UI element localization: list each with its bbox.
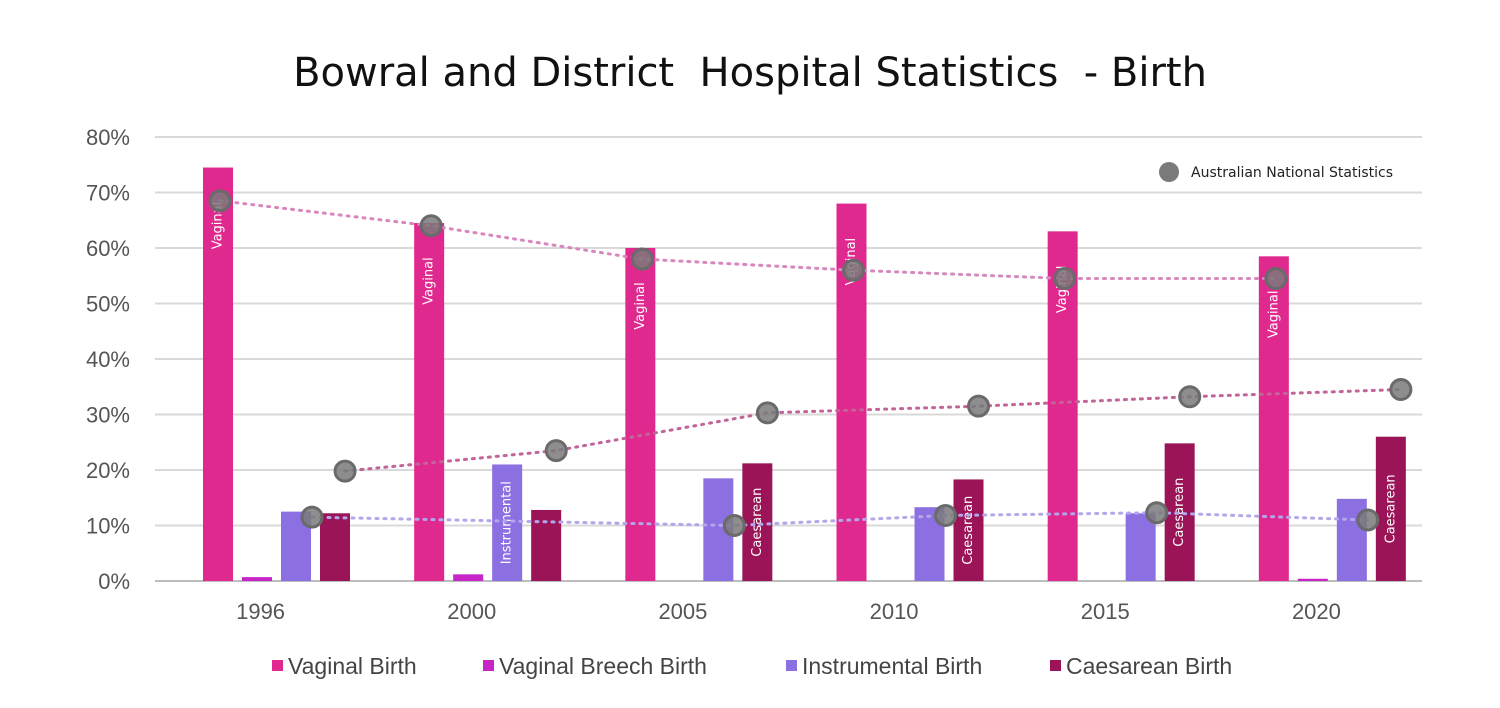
x-tick-label: 2000 [447,599,496,624]
bar [414,223,445,581]
bar [742,463,773,581]
legend-label: Instrumental Birth [802,653,982,679]
bar [1297,578,1328,581]
bar-labels: VaginalVaginalVaginalVaginalVaginalVagin… [211,202,1399,565]
legend-swatch [272,660,283,671]
x-tick-label: 1996 [236,599,285,624]
bar [625,248,656,581]
bar [1375,436,1406,581]
bar [953,479,984,581]
trend-line [343,388,1403,473]
y-tick-label: 20% [86,458,130,483]
bar-label: Caesarean [961,496,976,565]
national-marker [1053,267,1077,291]
national-marker [208,189,232,213]
national-marker [755,401,779,425]
national-legend-marker [1159,162,1179,182]
x-tick-label: 2010 [870,599,919,624]
bar [453,574,484,581]
y-tick-label: 70% [86,181,130,206]
national-marker [1178,385,1202,409]
bar [492,464,523,581]
bar-label: Vaginal [1266,291,1281,339]
legend-label: Vaginal Birth [288,653,417,679]
national-marker [300,505,324,529]
national-markers [208,189,1413,537]
y-tick-label: 30% [86,403,130,428]
trend-line [218,199,1278,280]
national-marker [333,459,357,483]
bar-label: Vaginal [633,282,648,330]
legend-label: Caesarean Birth [1066,653,1232,679]
bar [320,513,350,581]
national-marker [1145,501,1169,525]
x-tick-label: 2020 [1292,599,1341,624]
national-marker [934,504,957,528]
gridlines [155,136,1422,582]
legend-swatch [483,660,494,671]
bar [1258,256,1289,581]
national-statistics-legend: Australian National Statistics [1159,162,1393,182]
x-tick-label: 2015 [1081,599,1130,624]
national-trend-lines [218,199,1403,528]
national-marker [544,439,568,463]
legend-swatch [786,660,797,671]
national-marker [967,394,991,418]
legend-swatch [1050,660,1061,671]
national-marker [1264,267,1288,291]
bar [203,167,233,581]
national-marker [630,247,654,271]
legend-label: Vaginal Breech Birth [499,653,707,679]
y-tick-label: 40% [86,347,130,372]
national-marker [419,214,443,238]
y-tick-label: 60% [86,236,130,261]
y-tick-label: 0% [98,569,130,594]
bar-label: Caesarean [1172,478,1187,547]
y-tick-label: 80% [86,125,130,150]
bar [1125,513,1156,581]
y-axis-ticks: 0% 10% 20% 30% 40% 50% 60% 70% 80% [86,125,130,594]
bar-label: Caesarean [1383,474,1398,543]
x-axis-ticks: 1996 2000 2005 2010 2015 2020 [236,599,1341,624]
y-tick-label: 10% [86,514,130,539]
bar-label: Caesarean [750,488,765,557]
bar-label: Vaginal [211,202,226,250]
legend: Vaginal Birth Vaginal Breech Birth Instrum… [272,653,1232,679]
national-legend-label: Australian National Statistics [1191,165,1393,181]
national-marker [722,514,746,537]
bar [242,577,272,581]
bar-label: Instrumental [500,481,515,564]
bar-label: Vaginal [422,257,437,305]
chart-title: Bowral and District Hospital Statistics … [293,50,1207,96]
national-marker [1356,508,1380,532]
y-tick-label: 50% [86,292,130,317]
national-marker [842,258,865,282]
national-marker [1389,378,1413,402]
x-tick-label: 2005 [658,599,707,624]
